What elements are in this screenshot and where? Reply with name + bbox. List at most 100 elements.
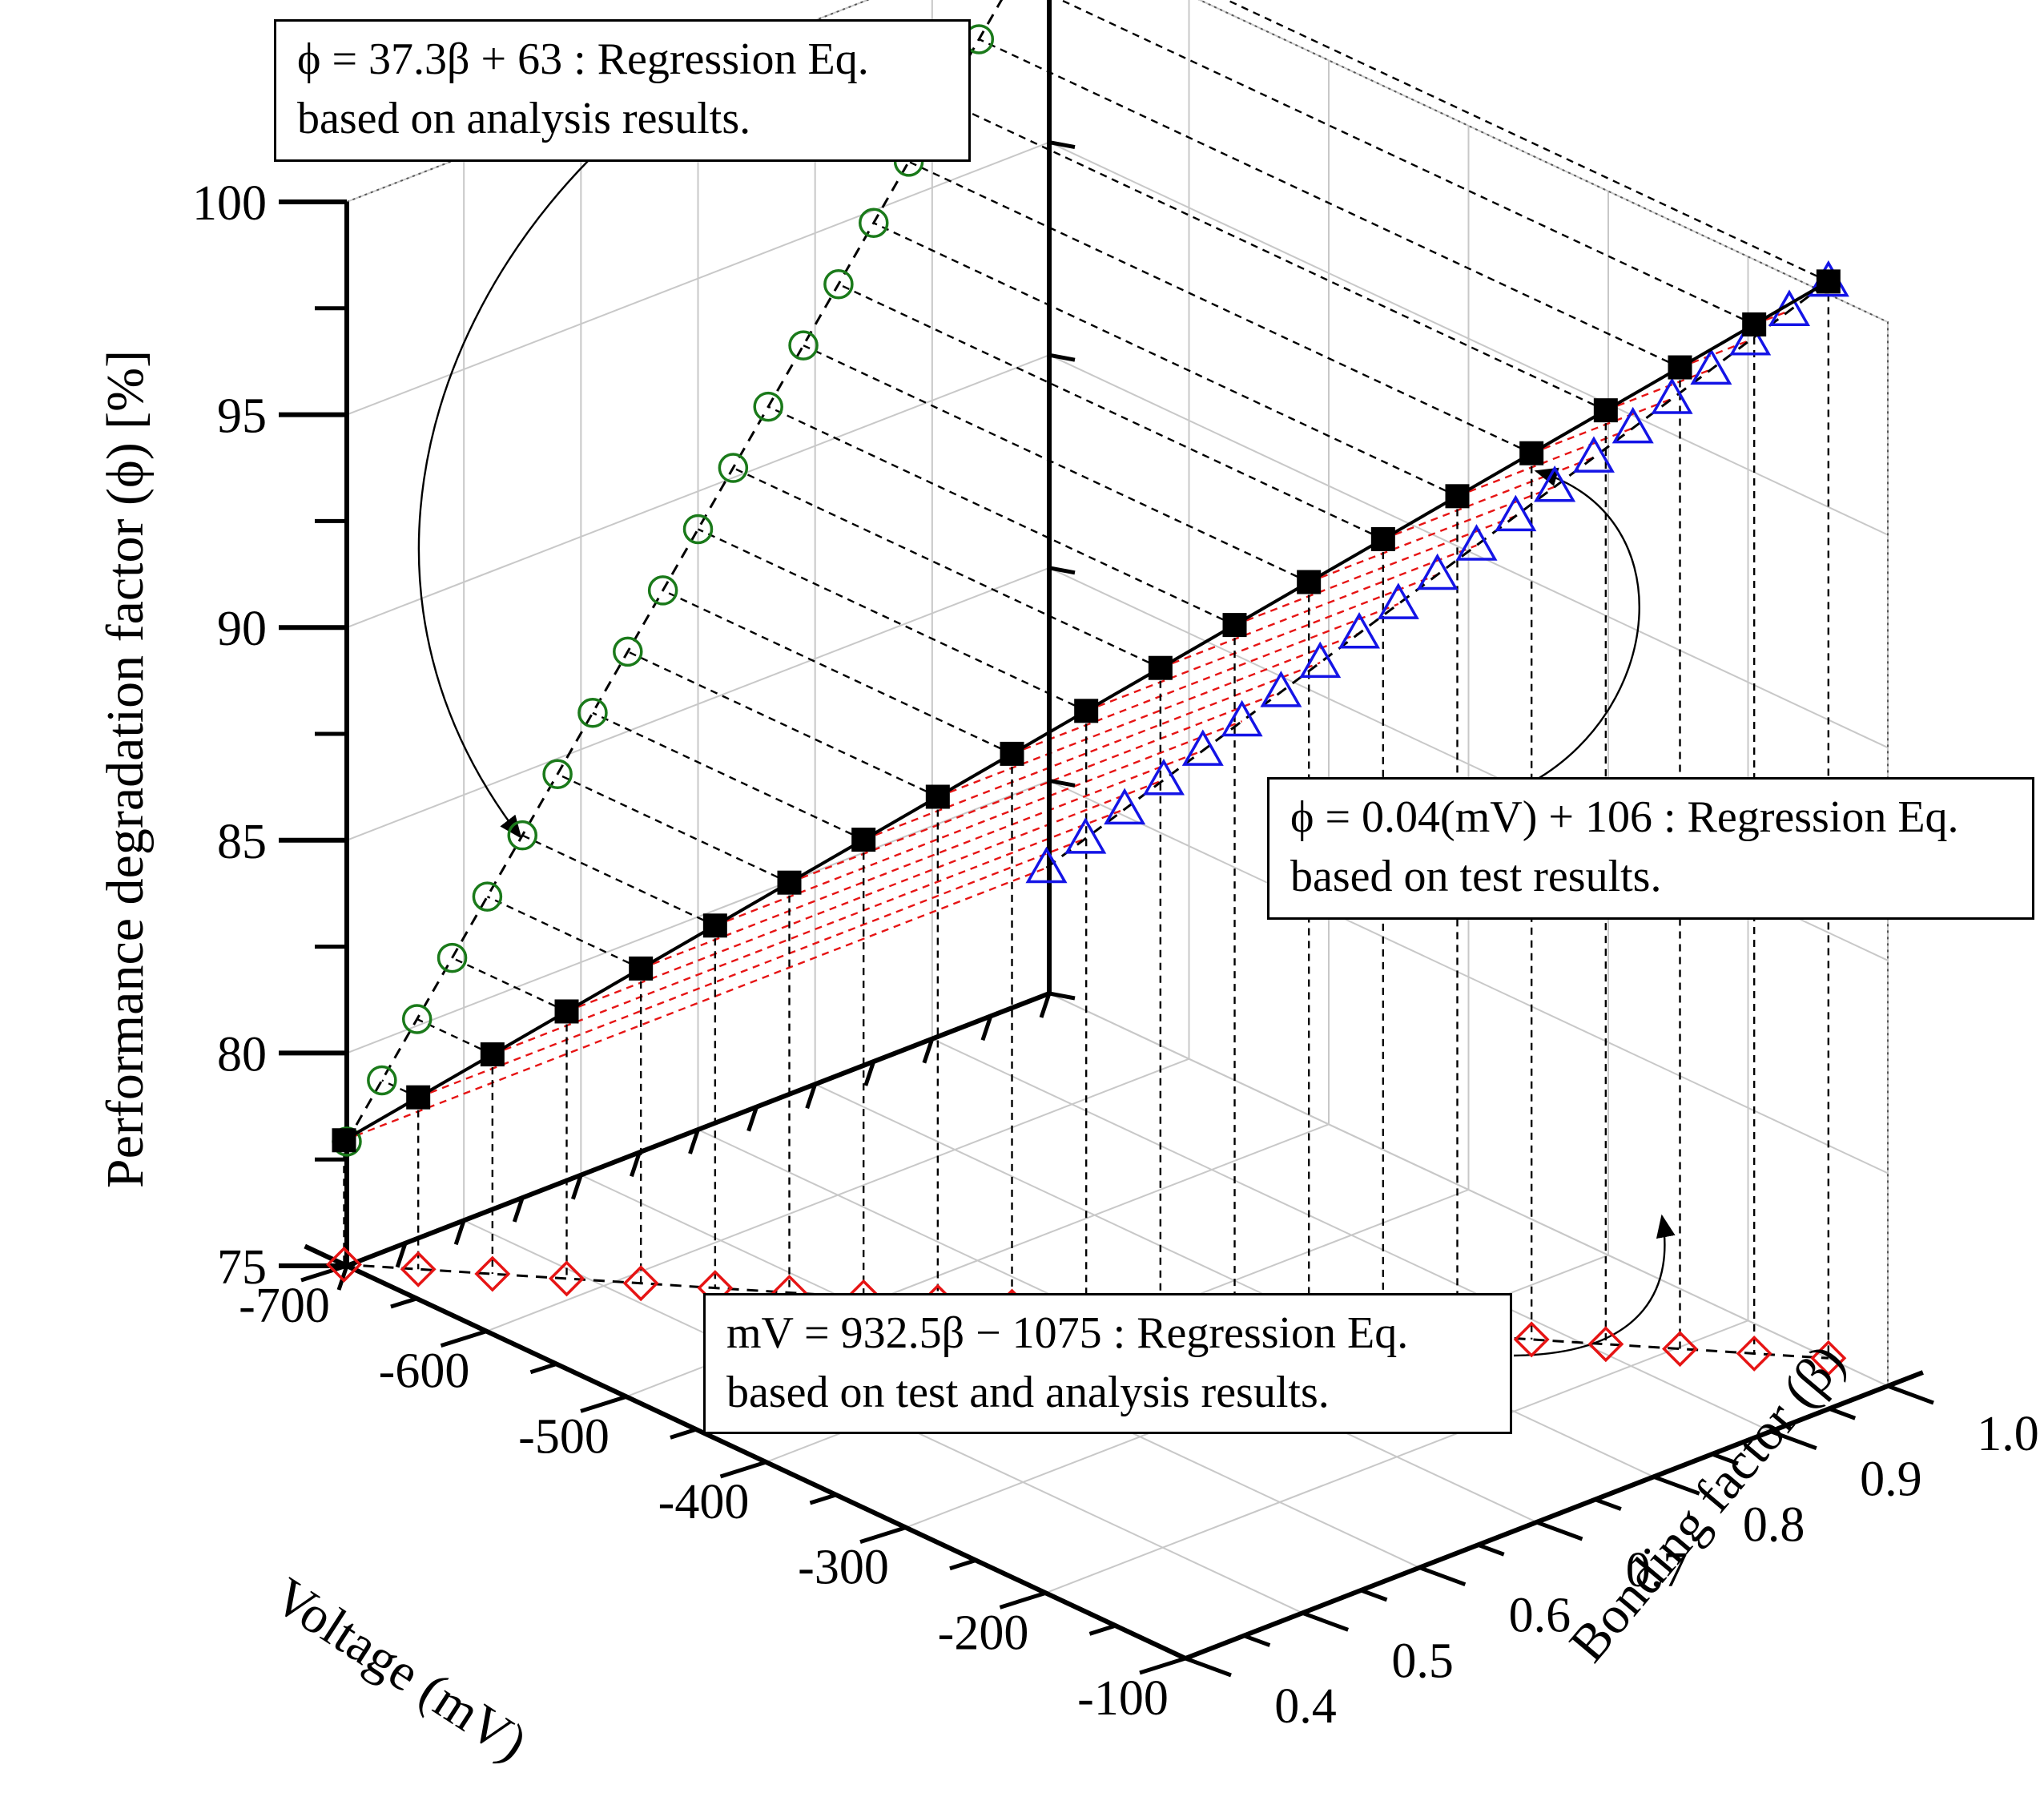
analysis-circle-marker [507,820,537,851]
x-axis-tick [580,1394,627,1413]
x-tick-label: -100 [1077,1671,1169,1726]
back-floor-tick [1039,993,1052,1018]
analysis-circle-marker [401,1004,433,1034]
guide-to-phi-beta [662,589,1013,755]
guide-lines [343,0,1830,1360]
y-axis-tick [1711,1452,1739,1466]
floor-diamond-marker [1587,1326,1624,1363]
guide-to-phi-beta [767,405,1236,627]
test-triangle-marker [1534,465,1576,502]
test-triangle-marker [1690,348,1732,385]
test-triangle-marker [1142,758,1185,796]
floor-diamond-marker [1662,1331,1698,1368]
arrow-test [1533,467,1640,783]
annotation-analysis-line1: ϕ = 37.3β + 63 : Regression Eq. [297,34,869,84]
guide-to-phi-beta [627,651,939,798]
test-triangle-marker [1729,319,1772,356]
regression-line-test [1045,280,1829,869]
floor-diamond-marker [622,1265,659,1302]
analysis-circle-marker [682,514,714,545]
test-triangle-marker [1221,699,1263,737]
y-tick-label: 0.9 [1860,1453,1922,1507]
guide-to-phi-beta [486,896,642,969]
guide-to-phi-mv [1012,602,1399,755]
guide-to-phi-beta [803,344,1310,583]
analysis-circle-marker [367,1065,397,1096]
guide-to-phi-beta [452,957,568,1013]
back-edge-tick [1048,353,1076,362]
x-axis-tick [1139,1656,1186,1675]
annotation-test-line1: ϕ = 0.04(mV) + 106 : Regression Eq. [1290,792,1959,842]
floor-diamond-marker [400,1251,437,1287]
y-axis-tick [1887,1384,1934,1405]
y-axis-line [1184,1370,1924,1661]
guide-to-phi-beta [873,222,1459,498]
analysis-circle-marker [647,575,678,606]
arrow-combined [1513,1214,1676,1357]
data-square-marker [1816,269,1841,294]
floor-diamond-marker [1810,1340,1847,1376]
z-axis-title: Performance degradation factor (ϕ) [%] [96,350,155,1188]
test-triangle-marker [1025,846,1068,884]
x-axis-tick [670,1427,698,1440]
guide-to-phi-beta [732,466,1161,669]
x-axis-tick [859,1525,907,1545]
analysis-circle-marker [718,453,749,483]
annotation-test: ϕ = 0.04(mV) + 106 : Regression Eq. base… [1267,777,2034,920]
guide-to-phi-beta [557,773,791,884]
x-axis-tick [440,1329,488,1348]
data-square-marker [1297,570,1322,594]
back-floor-tick [453,1219,466,1246]
x-axis-tick [949,1558,977,1571]
guide-to-phi-beta [592,711,864,841]
guide-to-phi-mv [417,837,1086,1098]
data-square-marker [629,956,654,981]
y-axis-tick [1769,1429,1817,1451]
y-tick-label: 0.5 [1391,1634,1454,1688]
x-axis-tick [390,1296,418,1309]
test-triangle-marker [1181,729,1224,766]
y-axis-tick [1477,1542,1505,1557]
guide-to-phi-mv [344,867,1047,1142]
data-square-marker [1148,655,1173,680]
back-floor-tick [805,1083,818,1110]
y-axis-tick [1243,1634,1271,1647]
test-triangle-marker [1260,671,1302,707]
y-tick-label: 0.4 [1274,1679,1337,1734]
guide-to-phi-mv [1160,544,1477,669]
y-axis-tick [1829,1406,1857,1420]
y-tick-label: 0.6 [1509,1589,1571,1643]
data-square-marker [1370,526,1395,551]
floor-diamond-marker [549,1260,585,1297]
back-floor-tick [395,1242,408,1268]
test-triangle-marker [1299,641,1342,679]
gridline-mv-floor [486,1058,1189,1332]
y-axis-tick [1360,1588,1388,1602]
data-square-marker [1593,398,1618,423]
x-axis-tick [529,1362,557,1375]
back-floor-tick [863,1061,876,1086]
floor-diamond-marker [326,1246,362,1283]
floor-diamond-marker [1513,1321,1550,1358]
data-square-marker [1519,441,1544,465]
guide-to-phi-mv [714,720,1243,927]
guide-to-phi-mv [640,749,1204,969]
analysis-circle-marker [788,330,819,361]
gridline-phi [346,141,1889,536]
guide-to-phi-beta [978,38,1681,369]
test-triangle-marker [1611,406,1654,444]
test-triangle-marker [1572,436,1615,473]
y-axis-tick [1418,1565,1467,1587]
gridline-mv-floor [1045,1320,1748,1594]
x-tick-label: -400 [658,1475,750,1529]
annotation-analysis-line2: based on analysis results. [297,94,751,144]
data-square-marker [1445,484,1470,509]
analysis-circle-marker [577,698,608,728]
guide-to-phi-mv [566,779,1165,1013]
annotation-analysis: ϕ = 37.3β + 63 : Regression Eq. based on… [274,19,971,162]
annotation-combined-line2: based on test and analysis results. [726,1368,1330,1418]
back-edge-tick [1048,566,1076,575]
x-axis-tick [809,1493,837,1505]
back-edge-tick [1048,991,1076,1001]
